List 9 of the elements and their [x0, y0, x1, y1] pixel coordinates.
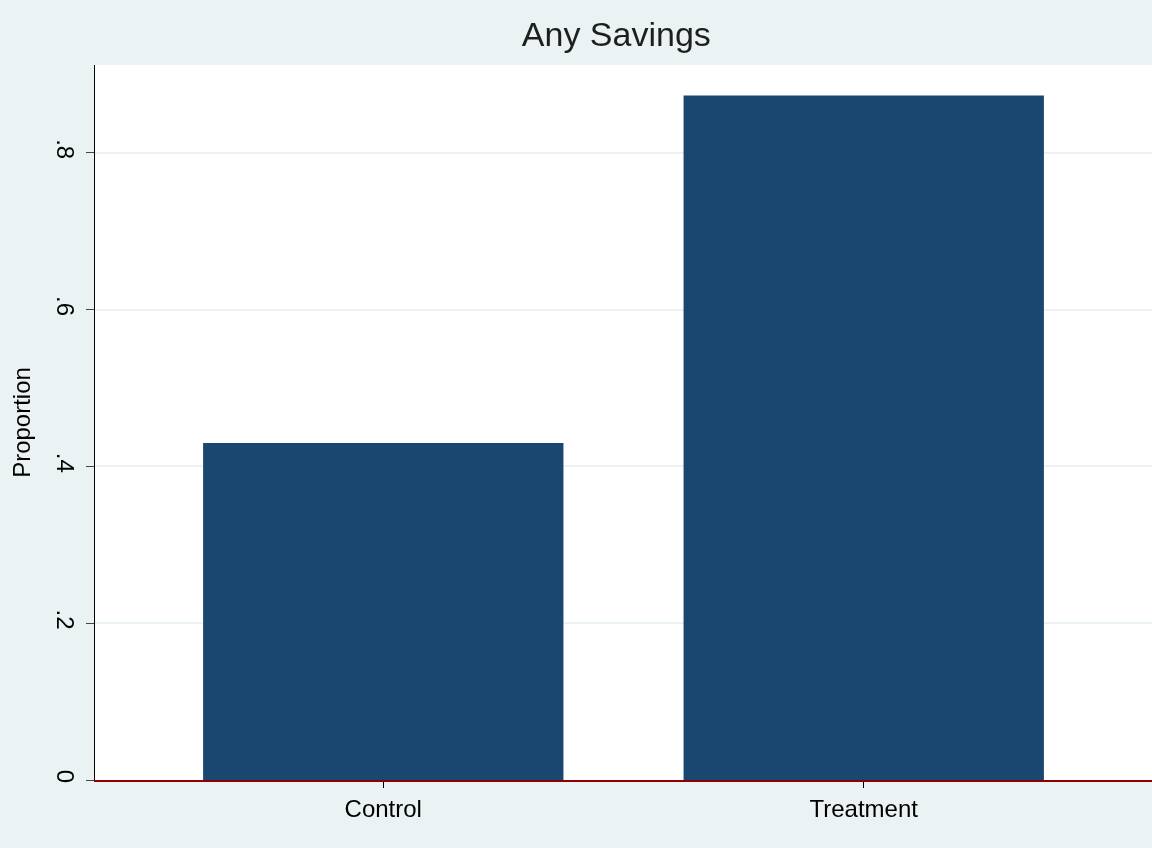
- y-tick-label: .8: [52, 139, 80, 160]
- chart-title: Any Savings: [521, 14, 711, 53]
- x-tick-label: Treatment: [809, 794, 919, 822]
- y-tick-label: 0: [52, 769, 80, 784]
- x-tick-label: Control: [344, 794, 422, 822]
- y-tick-label: .4: [52, 452, 80, 473]
- y-tick-label: .2: [52, 609, 80, 630]
- y-axis-title: Proportion: [8, 367, 36, 478]
- y-tick-label: .6: [52, 296, 80, 317]
